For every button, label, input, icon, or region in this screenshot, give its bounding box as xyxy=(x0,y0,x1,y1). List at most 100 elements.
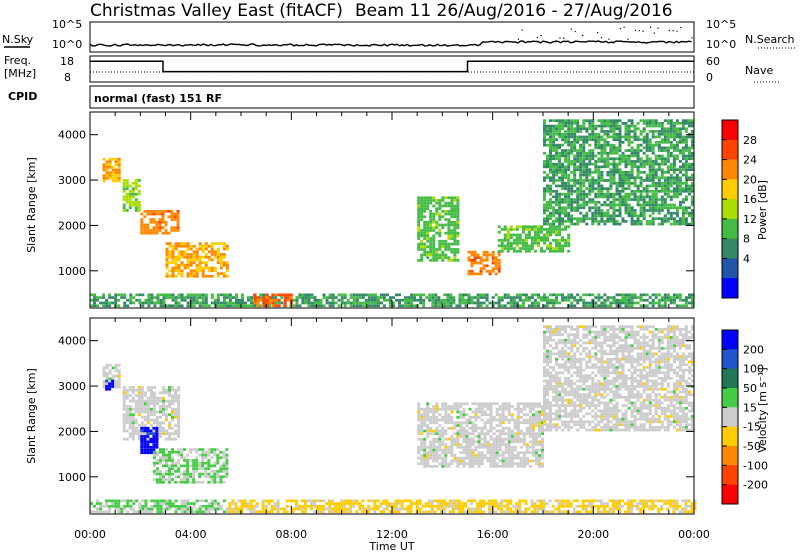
data-cell xyxy=(283,293,287,297)
data-cell xyxy=(612,122,616,125)
data-cell xyxy=(186,480,190,484)
data-cell xyxy=(681,214,685,218)
data-cell xyxy=(621,195,625,199)
data-cell xyxy=(579,401,583,405)
data-cell xyxy=(476,293,480,297)
data-cell xyxy=(426,426,430,430)
data-cell xyxy=(519,456,523,460)
data-cell xyxy=(417,410,421,414)
data-cell xyxy=(250,298,254,302)
data-cell xyxy=(672,181,676,185)
data-cell xyxy=(588,160,592,163)
data-cell xyxy=(588,366,592,369)
data-cell xyxy=(155,426,159,430)
data-cell xyxy=(678,149,682,152)
data-cell xyxy=(663,146,667,150)
data-cell xyxy=(210,258,214,262)
data-cell xyxy=(600,122,604,125)
data-cell xyxy=(143,448,147,452)
data-cell xyxy=(456,445,460,449)
data-cell xyxy=(546,325,549,328)
data-cell xyxy=(588,293,592,297)
data-cell xyxy=(108,385,112,388)
data-cell xyxy=(102,374,106,378)
data-cell xyxy=(648,119,652,122)
data-cell xyxy=(558,239,562,242)
data-cell xyxy=(531,454,535,457)
data-cell xyxy=(177,424,181,427)
data-cell xyxy=(651,304,655,308)
data-cell xyxy=(450,416,454,419)
data-cell xyxy=(152,418,156,422)
data-cell xyxy=(688,192,691,196)
data-cell xyxy=(497,298,501,302)
data-cell xyxy=(525,462,529,465)
data-cell xyxy=(195,258,199,262)
data-cell xyxy=(543,119,546,122)
data-cell xyxy=(573,390,577,394)
data-cell xyxy=(149,407,153,411)
data-cell xyxy=(507,432,511,435)
data-cell xyxy=(627,296,631,299)
data-cell xyxy=(176,223,180,227)
data-cell xyxy=(462,402,466,406)
data-cell xyxy=(456,416,460,419)
data-cell xyxy=(675,168,679,171)
data-cell xyxy=(627,160,631,163)
data-cell xyxy=(657,122,661,125)
data-cell xyxy=(543,423,546,426)
data-cell xyxy=(447,226,451,229)
data-cell xyxy=(567,173,571,177)
noise-search-point xyxy=(540,35,542,37)
data-cell xyxy=(515,296,519,299)
data-cell xyxy=(444,432,448,435)
data-cell xyxy=(597,211,601,215)
data-cell xyxy=(642,135,646,139)
data-cell xyxy=(128,184,132,188)
data-cell xyxy=(600,165,604,169)
data-cell xyxy=(543,355,546,358)
data-cell xyxy=(147,298,151,302)
data-cell xyxy=(564,328,568,331)
data-cell xyxy=(543,217,546,220)
data-cell xyxy=(443,298,447,302)
data-cell xyxy=(108,171,112,175)
data-cell xyxy=(219,266,223,270)
data-cell xyxy=(473,272,477,276)
data-cell xyxy=(225,304,229,308)
data-cell xyxy=(594,357,598,361)
data-cell xyxy=(152,461,156,465)
data-cell xyxy=(534,402,538,406)
data-cell xyxy=(364,298,368,302)
data-cell xyxy=(624,165,628,169)
data-cell xyxy=(429,250,433,254)
data-cell xyxy=(630,190,634,193)
data-cell xyxy=(480,443,484,446)
data-cell xyxy=(531,459,535,463)
data-cell xyxy=(573,355,577,358)
data-cell xyxy=(137,190,141,193)
data-cell xyxy=(216,293,220,297)
data-cell xyxy=(541,418,544,422)
data-cell xyxy=(618,222,622,226)
data-cell xyxy=(654,122,658,125)
data-cell xyxy=(280,293,284,297)
data-cell xyxy=(594,187,598,190)
data-cell xyxy=(189,472,193,476)
data-cell xyxy=(219,258,223,262)
data-cell xyxy=(558,382,562,386)
data-cell xyxy=(564,382,568,386)
data-cell xyxy=(576,423,580,426)
data-cell xyxy=(651,220,655,223)
data-cell xyxy=(168,421,171,425)
data-cell xyxy=(114,363,118,367)
data-cell xyxy=(594,181,598,185)
data-cell xyxy=(528,407,532,411)
data-cell xyxy=(146,212,150,216)
data-cell xyxy=(688,184,691,188)
data-cell xyxy=(576,396,580,399)
data-cell xyxy=(639,222,643,226)
data-cell xyxy=(627,171,631,174)
data-cell xyxy=(173,229,177,232)
data-cell xyxy=(143,451,147,455)
